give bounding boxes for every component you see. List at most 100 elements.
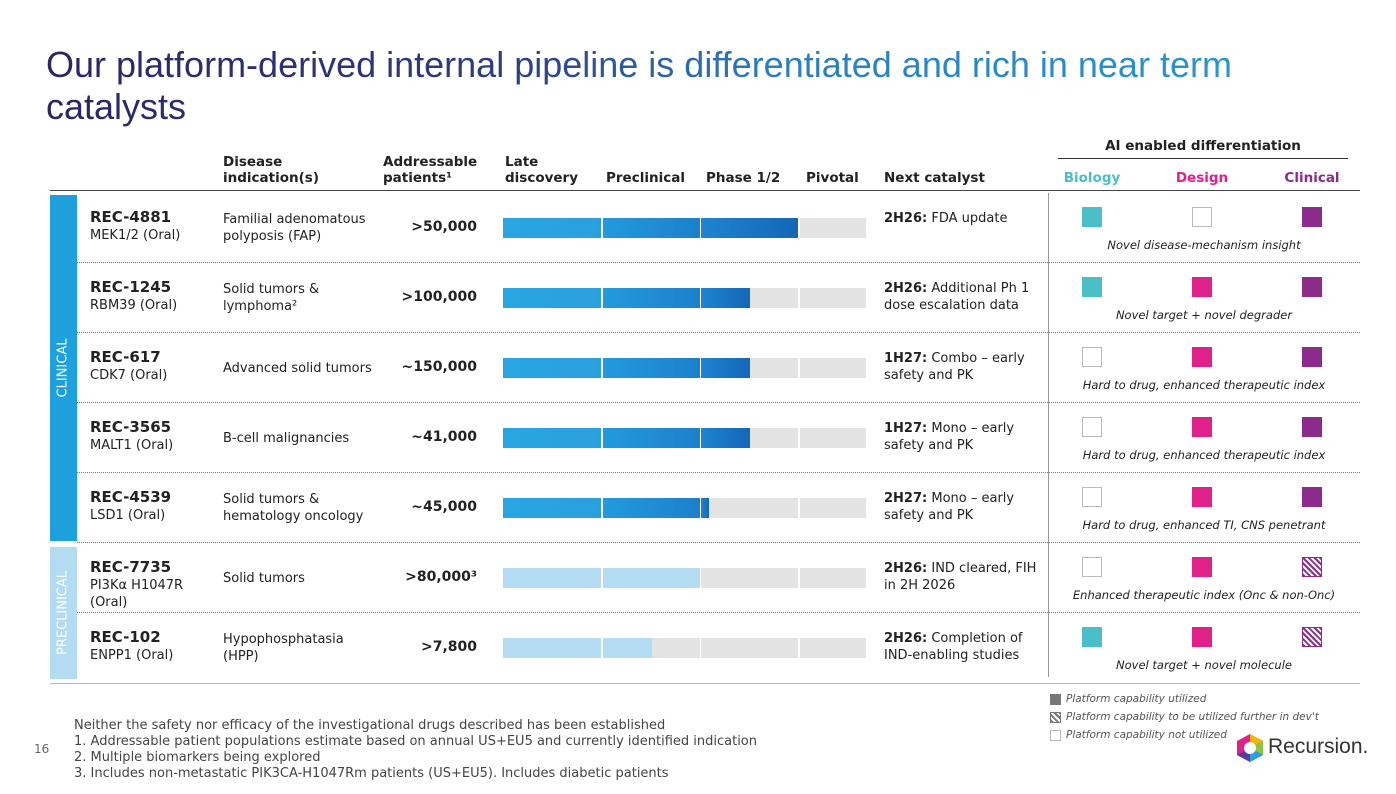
row-divider bbox=[77, 332, 1360, 333]
stage-track bbox=[800, 568, 866, 588]
catalyst-date: 2H26: bbox=[884, 561, 928, 576]
legend-item: Platform capability not utilized bbox=[1050, 726, 1319, 744]
row-divider bbox=[50, 683, 1360, 684]
stage-track bbox=[701, 638, 798, 658]
column-header: Pivotal bbox=[806, 170, 859, 186]
ai-capability bbox=[1082, 347, 1102, 367]
ai-capability bbox=[1082, 417, 1102, 437]
ai-capability bbox=[1192, 277, 1212, 297]
next-catalyst: 1H27: Combo – early safety and PK bbox=[884, 350, 1044, 384]
catalyst-date: 1H27: bbox=[884, 351, 928, 366]
indication: Solid tumors & hematology oncology bbox=[223, 492, 364, 524]
logo-icon bbox=[1237, 734, 1263, 762]
ai-note: Hard to drug, enhanced therapeutic index bbox=[1082, 448, 1326, 462]
legend-swatch bbox=[1050, 729, 1061, 741]
ai-header: AI enabled differentiation bbox=[1105, 138, 1301, 154]
legend-label: Platform capability to be utilized furth… bbox=[1066, 711, 1319, 723]
progress-bar bbox=[701, 288, 750, 308]
next-catalyst: 2H26: Additional Ph 1 dose escalation da… bbox=[884, 280, 1044, 314]
footnote: 2. Multiple biomarkers being explored bbox=[74, 750, 321, 765]
footnotes: Neither the safety nor efficacy of the i… bbox=[74, 718, 757, 782]
page-number: 16 bbox=[34, 742, 50, 756]
patients: >100,000 bbox=[401, 289, 478, 305]
row-divider bbox=[77, 402, 1360, 403]
legend: Platform capability utilized Platform cap… bbox=[1050, 690, 1319, 744]
ai-column-header: Biology bbox=[1063, 170, 1121, 186]
drug-target: MEK1/2 (Oral) bbox=[90, 228, 181, 243]
ai-capability bbox=[1192, 417, 1212, 437]
column-header: Disease indication(s) bbox=[223, 154, 319, 186]
progress-bar bbox=[503, 638, 601, 658]
stage-track bbox=[800, 498, 866, 518]
drug-target: MALT1 (Oral) bbox=[90, 438, 174, 453]
drug-name: REC-102 bbox=[90, 628, 161, 646]
catalyst-date: 2H26: bbox=[884, 281, 928, 296]
stage-track bbox=[800, 428, 866, 448]
legend-swatch bbox=[1050, 693, 1061, 705]
ai-note: Enhanced therapeutic index (Onc & non-On… bbox=[1072, 588, 1336, 602]
patients: ~150,000 bbox=[401, 359, 478, 375]
ai-capability bbox=[1302, 627, 1322, 647]
stage-track bbox=[800, 288, 866, 308]
next-catalyst: 2H26: Completion of IND-enabling studies bbox=[884, 630, 1044, 664]
catalyst-date: 2H26: bbox=[884, 631, 928, 646]
catalyst-date: 2H27: bbox=[884, 491, 928, 506]
indication: Solid tumors & lymphoma² bbox=[223, 282, 320, 314]
next-catalyst: 2H27: Mono – early safety and PK bbox=[884, 490, 1044, 524]
drug-target: LSD1 (Oral) bbox=[90, 508, 166, 523]
patients: >80,000³ bbox=[405, 569, 477, 585]
ai-capability bbox=[1082, 207, 1102, 227]
drug-target: CDK7 (Oral) bbox=[90, 368, 168, 383]
progress-bar bbox=[701, 358, 750, 378]
divider bbox=[50, 190, 1360, 191]
indication: B-cell malignancies bbox=[223, 430, 350, 446]
row-divider bbox=[77, 262, 1360, 263]
divider bbox=[1048, 193, 1049, 677]
ai-capability bbox=[1192, 557, 1212, 577]
progress-bar bbox=[503, 428, 601, 448]
drug-name: REC-4539 bbox=[90, 488, 172, 506]
progress-bar bbox=[603, 638, 652, 658]
column-header: Next catalyst bbox=[884, 170, 985, 186]
progress-bar bbox=[701, 218, 798, 238]
stage-track bbox=[800, 638, 866, 658]
ai-capability bbox=[1082, 627, 1102, 647]
group-label: PRECLINICAL bbox=[55, 570, 71, 656]
row-divider bbox=[77, 612, 1360, 613]
progress-bar bbox=[503, 568, 601, 588]
legend-swatch bbox=[1050, 711, 1061, 723]
progress-bar bbox=[503, 218, 601, 238]
indication: Advanced solid tumors bbox=[223, 360, 372, 376]
stage-track bbox=[701, 568, 798, 588]
drug-target: RBM39 (Oral) bbox=[90, 298, 178, 313]
next-catalyst: 2H26: IND cleared, FIH in 2H 2026 bbox=[884, 560, 1044, 594]
ai-capability bbox=[1192, 347, 1212, 367]
ai-capability bbox=[1192, 207, 1212, 227]
group-label: CLINICAL bbox=[55, 338, 71, 398]
progress-bar bbox=[603, 358, 700, 378]
progress-bar bbox=[701, 498, 709, 518]
column-header: Late discovery bbox=[505, 154, 579, 186]
ai-note: Novel disease-mechanism insight bbox=[1107, 238, 1301, 252]
ai-capability bbox=[1302, 417, 1322, 437]
ai-capability bbox=[1082, 487, 1102, 507]
ai-column-header: Clinical bbox=[1284, 170, 1340, 186]
ai-capability bbox=[1192, 487, 1212, 507]
footnote: Neither the safety nor efficacy of the i… bbox=[74, 718, 666, 733]
ai-note: Novel target + novel degrader bbox=[1115, 308, 1293, 322]
ai-capability bbox=[1192, 627, 1212, 647]
group-band: PRECLINICAL bbox=[50, 547, 77, 679]
drug-name: REC-3565 bbox=[90, 418, 172, 436]
progress-bar bbox=[603, 568, 700, 588]
drug-target: ENPP1 (Oral) bbox=[90, 648, 174, 663]
progress-bar bbox=[503, 288, 601, 308]
row-divider bbox=[77, 472, 1360, 473]
drug-name: REC-1245 bbox=[90, 278, 172, 296]
ai-note: Hard to drug, enhanced TI, CNS penetrant bbox=[1082, 518, 1326, 532]
legend-label: Platform capability not utilized bbox=[1066, 729, 1227, 741]
indication: Solid tumors bbox=[223, 570, 305, 586]
progress-bar bbox=[603, 498, 700, 518]
ai-note: Hard to drug, enhanced therapeutic index bbox=[1082, 378, 1326, 392]
ai-note: Novel target + novel molecule bbox=[1116, 658, 1292, 672]
